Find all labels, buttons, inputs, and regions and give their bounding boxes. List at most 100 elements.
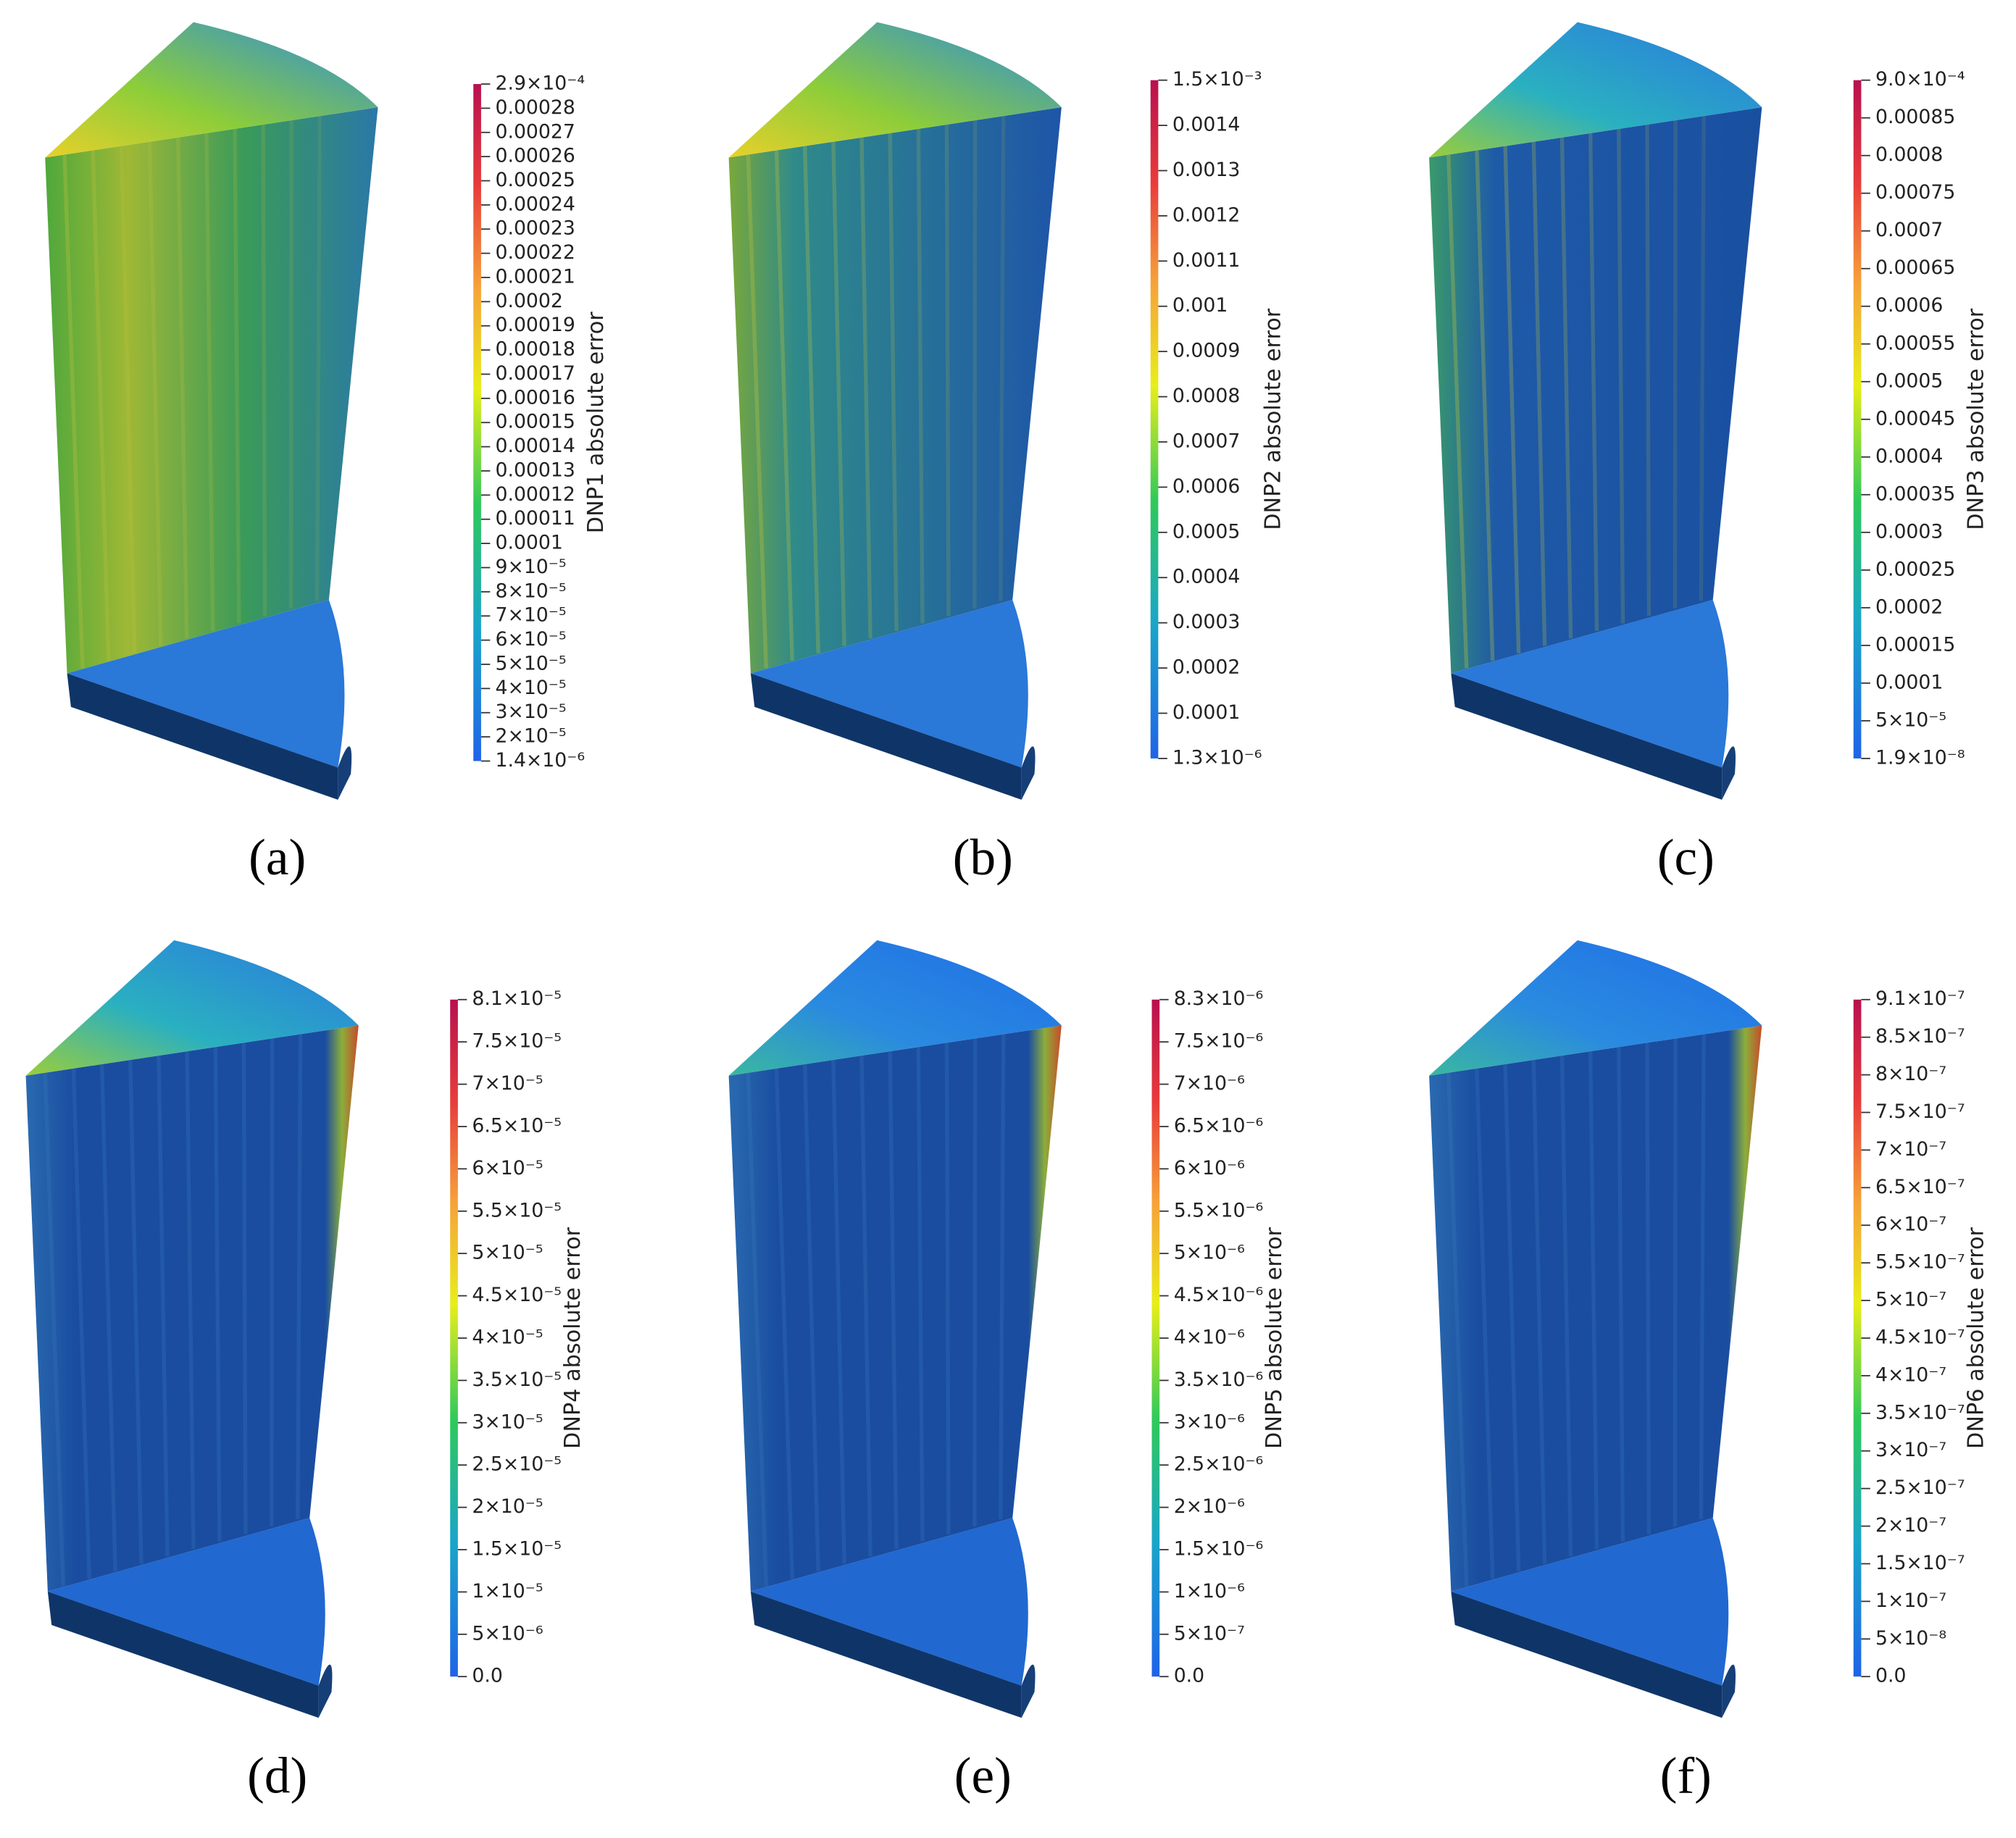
stripe	[1617, 126, 1625, 624]
colorbar-tick-label: 0.0005	[1875, 369, 1943, 392]
colorbar-tick-label: 4.5×10⁻⁶	[1174, 1284, 1264, 1306]
colorbar-tick-label: 3×10⁻⁵	[495, 701, 566, 723]
stripe	[185, 1049, 196, 1550]
colorbar-tick-label: 0.00024	[495, 193, 575, 215]
colorbar-tick-label: 4.5×10⁻⁷	[1875, 1326, 1965, 1348]
stripe	[1645, 121, 1651, 617]
stripe	[119, 145, 137, 653]
bottom-face	[67, 599, 345, 768]
panel-label: (d)	[247, 1747, 307, 1804]
stripe	[43, 1073, 65, 1587]
colorbar-tick-label: 0.00019	[495, 314, 575, 336]
colorbar-tick-label: 1.5×10⁻³	[1172, 68, 1262, 91]
colorbar-tick-label: 2.5×10⁻⁵	[472, 1453, 562, 1476]
stripe	[1475, 150, 1495, 661]
colorbar-tick-label: 0.00015	[495, 411, 575, 433]
colorbar-tick-label: 0.0004	[1172, 566, 1240, 588]
panel-label: (b)	[953, 830, 1013, 886]
stripe	[1699, 112, 1706, 601]
colorbar	[1150, 80, 1159, 759]
colorbar-tick-label: 2×10⁻⁷	[1875, 1514, 1946, 1537]
colorbar-tick-label: 0.0002	[1172, 656, 1240, 679]
stripe	[241, 1040, 248, 1534]
stripe	[99, 1063, 117, 1572]
stripe	[175, 135, 189, 639]
colorbar-tick-label: 7.5×10⁻⁶	[1174, 1030, 1264, 1053]
colorbar-tick-label: 0.0	[1174, 1665, 1204, 1687]
stripe	[774, 1068, 794, 1579]
colorbar-tick-label: 8.5×10⁻⁷	[1875, 1025, 1965, 1048]
colorbar-tick-label: 0.00065	[1875, 256, 1955, 279]
colorbar-tick-label: 5×10⁻⁶	[1174, 1242, 1245, 1264]
colorbar-tick-label: 0.00012	[495, 483, 575, 506]
stripe	[802, 145, 820, 653]
stripe	[944, 121, 951, 617]
colorbar-tick-label: 2×10⁻⁶	[1174, 1495, 1245, 1518]
colorbar-title: DNP2 absolute error	[1260, 308, 1286, 530]
colorbar-tick-label: 5×10⁻⁵	[1875, 709, 1946, 731]
stripe	[999, 1029, 1006, 1519]
colorbar-tick-label: 1.5×10⁻⁵	[472, 1537, 562, 1560]
colorbar-tick-label: 0.0012	[1172, 204, 1240, 226]
stripe	[1617, 1044, 1625, 1542]
colorbar-tick-label: 8.3×10⁻⁶	[1174, 987, 1264, 1010]
colorbar-tick-label: 0.0006	[1875, 294, 1943, 317]
colorbar-tick-label: 0.00055	[1875, 332, 1955, 354]
stripe	[1588, 1049, 1599, 1550]
stripe	[1559, 135, 1573, 639]
colorbar-tick-label: 0.0001	[1172, 701, 1240, 724]
stripe	[916, 1044, 925, 1542]
panel	[728, 22, 1062, 800]
panel	[728, 940, 1062, 1718]
stripe	[91, 150, 111, 661]
colorbar-tick-label: 0.0	[472, 1665, 502, 1687]
stripe	[1531, 141, 1547, 646]
colorbar-tick-label: 0.00023	[495, 217, 575, 240]
colorbar-tick-label: 0.0006	[1172, 475, 1240, 498]
panel-label: (f)	[1660, 1747, 1712, 1804]
colorbar-tick-label: 0.0001	[495, 532, 562, 554]
colorbar	[1853, 80, 1862, 759]
colorbar-tick-label: 0.00022	[495, 241, 575, 264]
panel	[1429, 22, 1762, 800]
colorbar-tick-label: 0.0008	[1172, 385, 1240, 407]
colorbar-tick-label: 5×10⁻⁷	[1875, 1289, 1946, 1311]
panel-label: (a)	[249, 830, 306, 886]
top-face	[25, 940, 359, 1076]
colorbar-tick-label: 6.5×10⁻⁵	[472, 1114, 562, 1137]
colorbar-tick-label: 9.0×10⁻⁴	[1875, 68, 1965, 91]
colorbar-tick-label: 7×10⁻⁷	[1875, 1138, 1946, 1161]
colorbar-title: DNP4 absolute error	[560, 1227, 586, 1448]
colorbar-tick-label: 9×10⁻⁵	[495, 556, 566, 578]
colorbar-tick-label: 1×10⁻⁷	[1875, 1590, 1946, 1612]
colorbar-tick-label: 0.0003	[1875, 520, 1943, 543]
slab-side	[1722, 746, 1736, 800]
stripe	[315, 112, 322, 601]
stripe	[774, 150, 794, 661]
colorbar-tick-label: 0.0	[1875, 1665, 1906, 1687]
colorbar-tick-label: 5×10⁻⁵	[472, 1242, 543, 1264]
stripe	[888, 1049, 899, 1550]
colorbar-tick-label: 0.00035	[1875, 483, 1955, 505]
colorbar-tick-label: 6.5×10⁻⁷	[1875, 1176, 1965, 1198]
colorbar-tick-label: 0.00018	[495, 338, 575, 361]
colorbar-tick-label: 5.5×10⁻⁷	[1875, 1251, 1965, 1274]
slab-side	[1021, 746, 1036, 800]
panel-label: (e)	[954, 1747, 1012, 1804]
colorbar-tick-label: 3.5×10⁻⁷	[1875, 1401, 1965, 1424]
stripe	[1446, 154, 1469, 669]
stripe	[1475, 1068, 1495, 1579]
stripe	[831, 141, 846, 646]
colorbar-tick-label: 0.00016	[495, 386, 575, 409]
colorbar-tick-label: 2.5×10⁻⁷	[1875, 1476, 1965, 1499]
colorbar-tick-label: 4×10⁻⁵	[495, 677, 566, 699]
bottom-face	[750, 599, 1028, 768]
stripe	[1446, 1073, 1469, 1587]
stripe	[1503, 145, 1521, 653]
colorbar-tick-label: 4×10⁻⁵	[472, 1326, 543, 1348]
colorbar-tick-label: 8×10⁻⁷	[1875, 1063, 1946, 1085]
colorbar-tick-label: 1.9×10⁻⁸	[1875, 746, 1965, 769]
colorbar-tick-label: 7.5×10⁻⁷	[1875, 1100, 1965, 1123]
colorbar-tick-label: 1.3×10⁻⁶	[1172, 746, 1262, 769]
